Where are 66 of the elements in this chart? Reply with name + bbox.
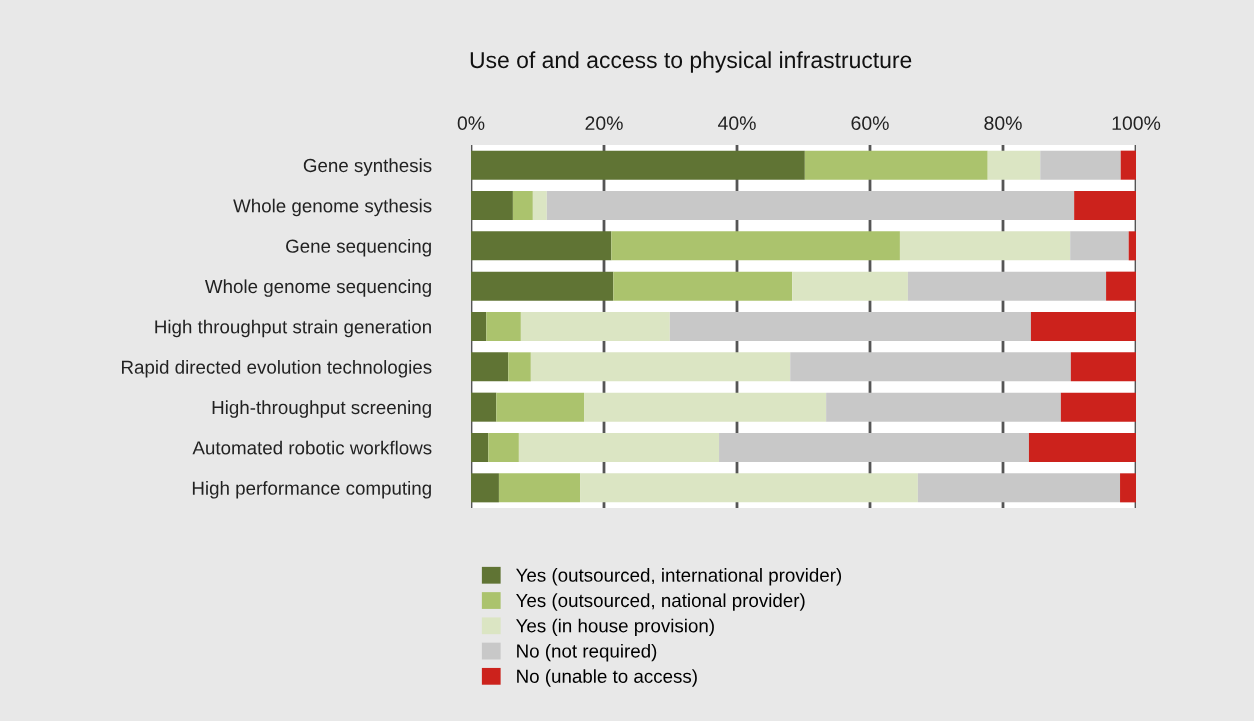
bar (471, 311, 487, 342)
bar (532, 190, 547, 221)
legend-label: No (not required) (517, 643, 657, 662)
bar (1070, 231, 1129, 261)
x-tick-label: 60% (851, 116, 889, 131)
legend-label: Yes (in house provision) (516, 618, 714, 637)
y-tick-label: Whole genome sequencing (204, 279, 431, 297)
y-tick-label: High-throughput screening (212, 400, 431, 418)
bar (471, 352, 509, 382)
chart-title: Use of and access to physical infrastructure (470, 51, 912, 73)
y-tick-label: High performance computing (192, 481, 431, 499)
bar (471, 231, 612, 261)
y-tick-label: Whole genome sythesis (233, 198, 432, 217)
bar (471, 190, 513, 221)
bar (792, 271, 908, 301)
bar (471, 473, 499, 503)
bar (907, 271, 1107, 301)
bar (1106, 271, 1136, 301)
x-tick-label: 80% (984, 116, 1022, 131)
bar (790, 352, 1071, 382)
bar (1040, 150, 1121, 180)
bar (471, 150, 805, 180)
bar (1030, 311, 1136, 342)
y-tick-label: Gene synthesis (303, 158, 432, 176)
bar (471, 271, 614, 301)
bar (1074, 190, 1136, 221)
y-tick-label: Rapid directed evolution technologies (122, 360, 432, 378)
bar (580, 473, 918, 503)
bar (471, 392, 497, 422)
bar (512, 190, 533, 221)
bar (496, 392, 585, 422)
bar (899, 231, 1071, 261)
bar (826, 392, 1061, 422)
y-tick-label: High throughput strain generation (155, 319, 431, 338)
bar (669, 311, 1031, 342)
bar (584, 392, 827, 422)
x-tick-label: 20% (585, 116, 623, 131)
x-tick-label: 100% (1112, 116, 1161, 131)
bar (1028, 432, 1136, 463)
bar (1070, 352, 1136, 382)
x-tick-label: 0% (457, 116, 485, 131)
bar (486, 311, 521, 342)
bar (471, 432, 489, 463)
bar (987, 150, 1041, 180)
bar (1120, 150, 1136, 180)
bar (917, 473, 1121, 503)
bar (613, 271, 793, 301)
bar (1128, 231, 1136, 261)
x-tick-label: 40% (717, 116, 756, 131)
legend-label: Yes (outsourced, international provider) (516, 568, 842, 586)
bar (530, 352, 791, 382)
legend-label: Yes (outsourced, national provider) (516, 593, 805, 611)
bar (508, 352, 531, 382)
bar (804, 150, 988, 180)
bar (1060, 392, 1136, 422)
bar (498, 473, 581, 503)
bar (1120, 473, 1136, 503)
y-tick-label: Automated robotic workflows (192, 440, 432, 455)
legend-label: No (unable to access) (517, 669, 697, 687)
bar (611, 231, 900, 261)
bar (518, 432, 720, 463)
bar (546, 190, 1075, 221)
y-tick-label: Gene sequencing (286, 239, 431, 257)
bar (719, 432, 1029, 463)
bar (520, 311, 670, 342)
bar (488, 432, 519, 463)
